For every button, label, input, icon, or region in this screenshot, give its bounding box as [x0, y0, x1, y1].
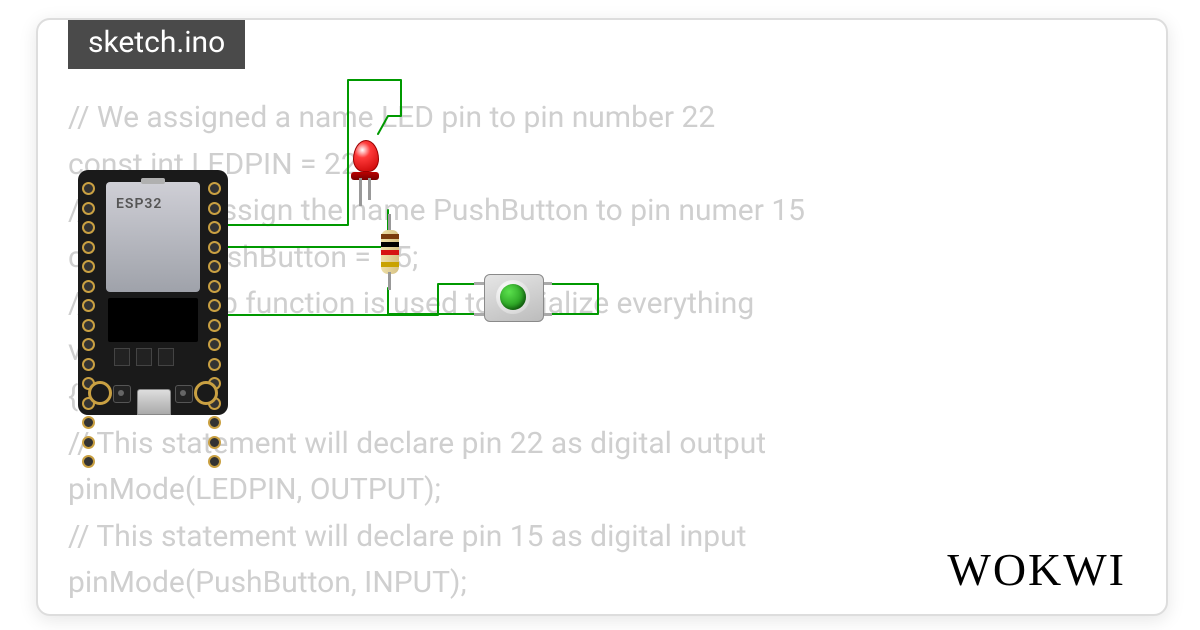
- file-tab-label: sketch.ino: [88, 25, 225, 60]
- file-tab[interactable]: sketch.ino: [68, 18, 245, 69]
- code-listing: // We assigned a name LED pin to pin num…: [68, 95, 1136, 607]
- wokwi-logo: WOKWI: [947, 543, 1126, 596]
- card-frame: sketch.ino // We assigned a name LED pin…: [36, 18, 1168, 616]
